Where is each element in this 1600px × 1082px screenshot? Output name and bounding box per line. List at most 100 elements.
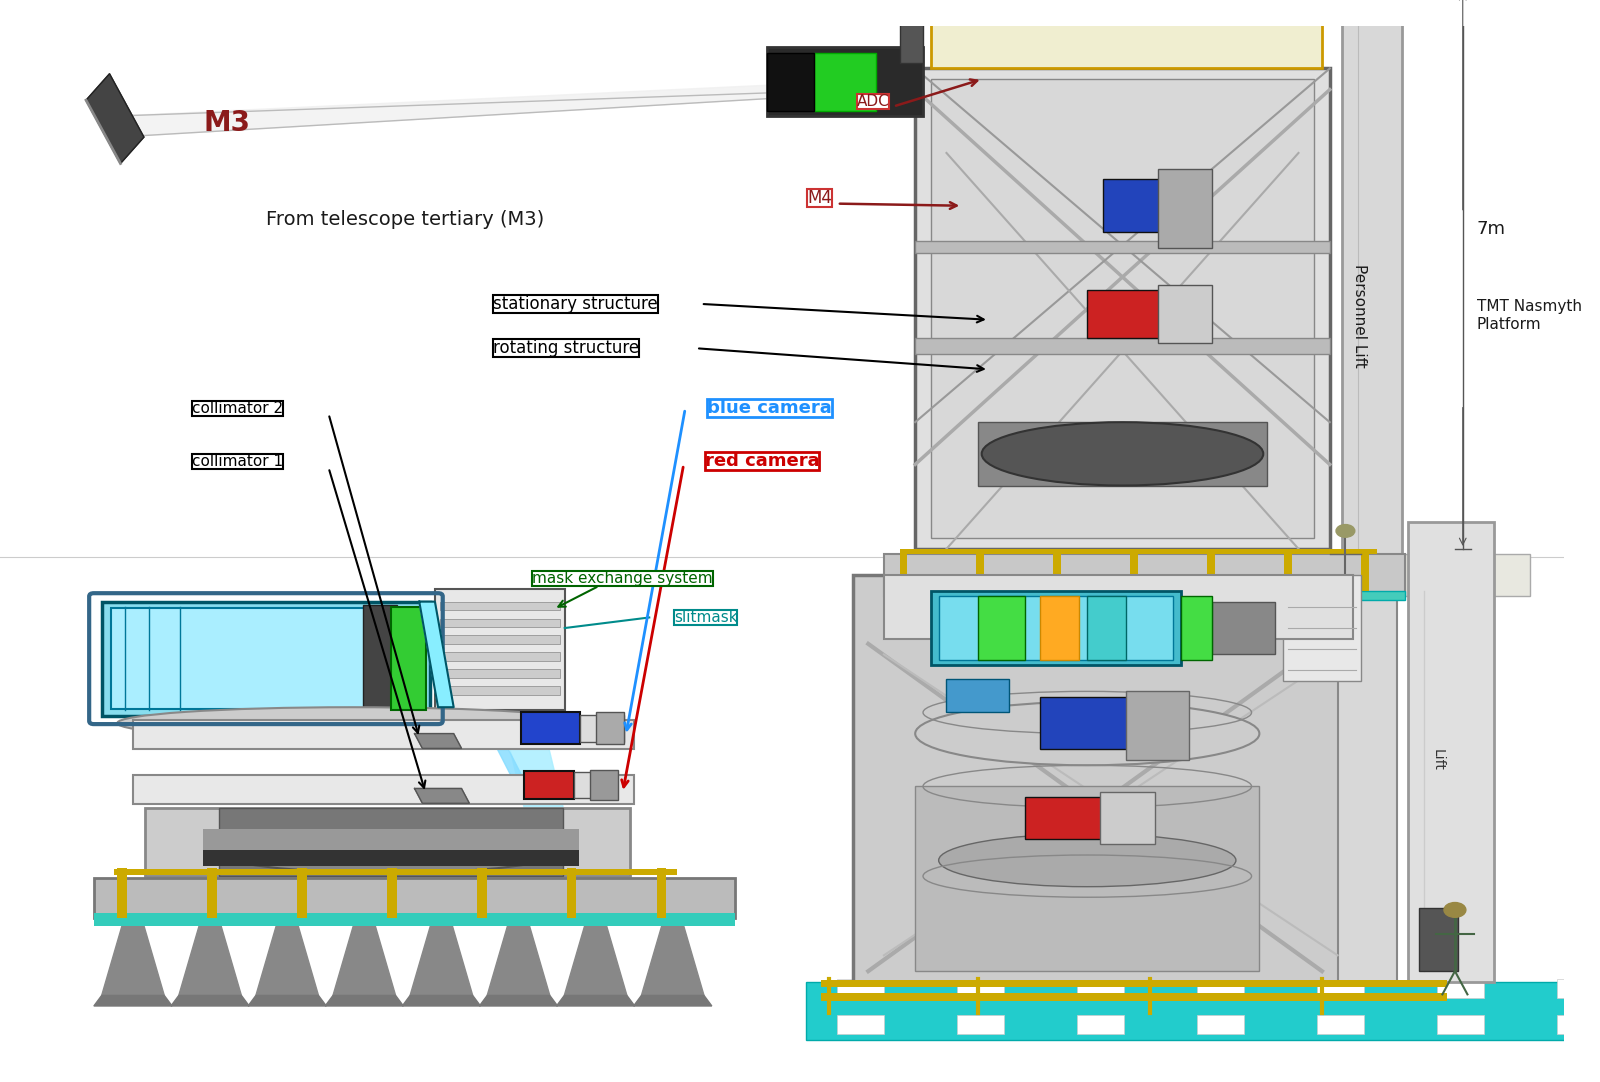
FancyBboxPatch shape [1317, 978, 1363, 998]
Polygon shape [325, 995, 403, 1006]
FancyBboxPatch shape [1557, 978, 1600, 998]
FancyBboxPatch shape [1077, 978, 1123, 998]
FancyBboxPatch shape [1126, 691, 1189, 760]
FancyBboxPatch shape [947, 678, 1010, 712]
FancyBboxPatch shape [766, 48, 923, 116]
Polygon shape [557, 995, 635, 1006]
Polygon shape [1056, 599, 1112, 638]
Polygon shape [333, 926, 395, 995]
FancyBboxPatch shape [94, 913, 736, 926]
Ellipse shape [915, 702, 1259, 765]
FancyBboxPatch shape [899, 549, 1376, 554]
FancyBboxPatch shape [1362, 549, 1370, 591]
Polygon shape [1302, 599, 1358, 638]
FancyBboxPatch shape [525, 770, 574, 800]
Ellipse shape [216, 831, 560, 873]
FancyBboxPatch shape [1405, 554, 1530, 596]
FancyBboxPatch shape [440, 619, 560, 626]
FancyBboxPatch shape [133, 720, 634, 750]
FancyBboxPatch shape [939, 596, 1173, 660]
FancyBboxPatch shape [1437, 1016, 1483, 1034]
FancyBboxPatch shape [806, 981, 1587, 1040]
FancyBboxPatch shape [915, 787, 1259, 972]
FancyBboxPatch shape [390, 607, 426, 711]
Polygon shape [634, 995, 712, 1006]
FancyBboxPatch shape [522, 712, 581, 744]
Polygon shape [94, 995, 173, 1006]
FancyBboxPatch shape [658, 868, 667, 919]
FancyBboxPatch shape [978, 596, 1024, 660]
Text: mask exchange system: mask exchange system [533, 571, 714, 586]
Polygon shape [498, 750, 536, 804]
Polygon shape [1117, 599, 1173, 638]
FancyBboxPatch shape [1158, 285, 1213, 343]
FancyBboxPatch shape [363, 605, 397, 712]
Polygon shape [994, 599, 1051, 638]
FancyBboxPatch shape [837, 978, 883, 998]
Polygon shape [872, 599, 928, 638]
FancyBboxPatch shape [1283, 576, 1362, 681]
Polygon shape [248, 995, 326, 1006]
Polygon shape [480, 995, 558, 1006]
FancyBboxPatch shape [110, 608, 421, 710]
FancyBboxPatch shape [1053, 549, 1061, 591]
FancyBboxPatch shape [931, 591, 1181, 665]
FancyBboxPatch shape [1130, 549, 1138, 591]
FancyBboxPatch shape [1158, 169, 1213, 248]
FancyBboxPatch shape [581, 714, 624, 742]
FancyBboxPatch shape [1040, 697, 1142, 750]
FancyBboxPatch shape [440, 652, 560, 661]
Polygon shape [1179, 599, 1235, 638]
FancyBboxPatch shape [1213, 602, 1275, 655]
FancyBboxPatch shape [899, 5, 923, 63]
Polygon shape [402, 995, 480, 1006]
FancyBboxPatch shape [883, 576, 1354, 638]
FancyBboxPatch shape [590, 769, 618, 800]
Polygon shape [1240, 599, 1296, 638]
Ellipse shape [117, 708, 587, 739]
FancyBboxPatch shape [566, 868, 576, 919]
FancyBboxPatch shape [976, 549, 984, 591]
Polygon shape [414, 789, 469, 803]
Polygon shape [171, 995, 250, 1006]
FancyBboxPatch shape [102, 602, 430, 715]
FancyBboxPatch shape [883, 591, 1405, 599]
FancyBboxPatch shape [597, 712, 624, 744]
FancyBboxPatch shape [203, 829, 579, 849]
FancyBboxPatch shape [146, 807, 630, 876]
FancyBboxPatch shape [915, 68, 1330, 549]
Ellipse shape [939, 834, 1235, 886]
Circle shape [1336, 525, 1355, 538]
FancyBboxPatch shape [1557, 1016, 1600, 1034]
FancyBboxPatch shape [1338, 576, 1397, 981]
FancyBboxPatch shape [931, 79, 1314, 539]
FancyBboxPatch shape [574, 771, 613, 799]
FancyBboxPatch shape [1317, 1016, 1363, 1034]
FancyBboxPatch shape [1099, 792, 1155, 844]
FancyBboxPatch shape [1342, 0, 1402, 559]
FancyBboxPatch shape [915, 240, 1330, 253]
Text: collimator 2: collimator 2 [192, 401, 283, 415]
FancyBboxPatch shape [114, 869, 677, 875]
FancyBboxPatch shape [133, 775, 634, 804]
Circle shape [1443, 902, 1466, 918]
FancyBboxPatch shape [813, 53, 877, 110]
Polygon shape [933, 599, 989, 638]
FancyBboxPatch shape [219, 807, 563, 876]
FancyBboxPatch shape [821, 993, 1446, 1001]
FancyBboxPatch shape [837, 1016, 883, 1034]
Polygon shape [86, 74, 144, 163]
FancyBboxPatch shape [1208, 549, 1214, 591]
Polygon shape [102, 926, 165, 995]
FancyBboxPatch shape [435, 589, 565, 711]
FancyBboxPatch shape [440, 635, 560, 644]
FancyBboxPatch shape [1040, 596, 1080, 660]
Text: rotating structure: rotating structure [493, 340, 640, 357]
Text: From telescope tertiary (M3): From telescope tertiary (M3) [266, 210, 544, 229]
Ellipse shape [982, 422, 1264, 486]
Text: blue camera: blue camera [707, 399, 832, 418]
Text: red camera: red camera [704, 452, 819, 471]
Polygon shape [419, 602, 454, 708]
FancyBboxPatch shape [440, 686, 560, 695]
FancyBboxPatch shape [1181, 596, 1213, 660]
